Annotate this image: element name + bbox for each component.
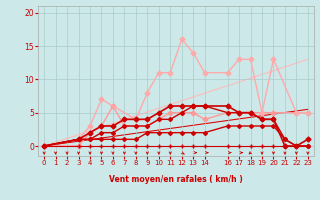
X-axis label: Vent moyen/en rafales ( km/h ): Vent moyen/en rafales ( km/h ) [109, 174, 243, 184]
